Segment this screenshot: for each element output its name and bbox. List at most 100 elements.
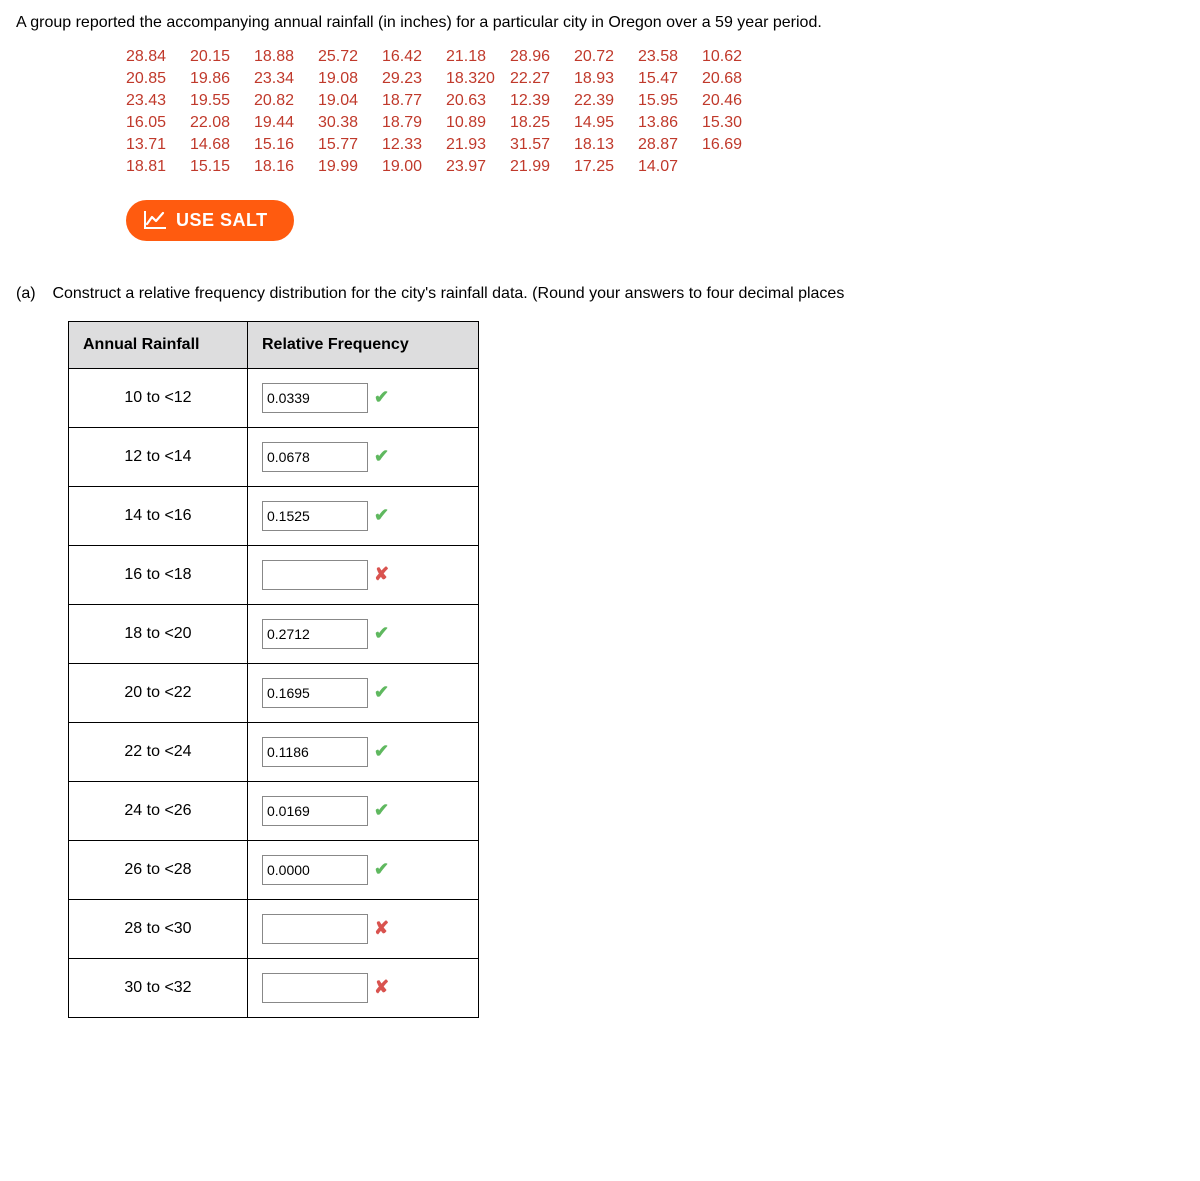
- col-header-freq: Relative Frequency: [248, 321, 479, 368]
- rainfall-value: 15.30: [702, 112, 766, 134]
- rainfall-value: 16.42: [382, 46, 446, 68]
- problem-prompt: A group reported the accompanying annual…: [16, 12, 1184, 34]
- relative-frequency-input[interactable]: [262, 560, 368, 590]
- rainfall-value: 20.68: [702, 68, 766, 90]
- range-cell: 22 to <24: [69, 722, 248, 781]
- rainfall-value: 19.99: [318, 156, 382, 178]
- relative-frequency-input[interactable]: [262, 737, 368, 767]
- check-icon: ✔: [374, 682, 389, 703]
- rainfall-value: 19.44: [254, 112, 318, 134]
- rainfall-value: 21.93: [446, 134, 510, 156]
- range-cell: 28 to <30: [69, 899, 248, 958]
- value-cell: ✘: [248, 958, 479, 1017]
- relative-frequency-input[interactable]: [262, 442, 368, 472]
- relative-frequency-input[interactable]: [262, 973, 368, 1003]
- part-a-label: (a): [16, 285, 48, 303]
- rainfall-value: 14.68: [190, 134, 254, 156]
- rainfall-value: 13.71: [126, 134, 190, 156]
- rainfall-value: 14.07: [638, 156, 702, 178]
- rainfall-value: 20.46: [702, 90, 766, 112]
- range-cell: 14 to <16: [69, 486, 248, 545]
- check-icon: ✔: [374, 623, 389, 644]
- rainfall-value: 18.13: [574, 134, 638, 156]
- rainfall-value: 12.33: [382, 134, 446, 156]
- range-cell: 30 to <32: [69, 958, 248, 1017]
- rainfall-value: 21.18: [446, 46, 510, 68]
- rainfall-value: 28.96: [510, 46, 574, 68]
- table-row: 18 to <20 ✔: [69, 604, 479, 663]
- rainfall-value: 25.72: [318, 46, 382, 68]
- value-cell: ✘: [248, 545, 479, 604]
- range-cell: 18 to <20: [69, 604, 248, 663]
- range-cell: 16 to <18: [69, 545, 248, 604]
- relative-frequency-input[interactable]: [262, 619, 368, 649]
- table-row: 30 to <32✘: [69, 958, 479, 1017]
- rainfall-value: 15.15: [190, 156, 254, 178]
- rainfall-value: 31.57: [510, 134, 574, 156]
- part-a-row: (a) Construct a relative frequency distr…: [16, 285, 1184, 303]
- rainfall-value: 19.00: [382, 156, 446, 178]
- rainfall-value: 10.89: [446, 112, 510, 134]
- relative-frequency-input[interactable]: [262, 501, 368, 531]
- chart-icon: [144, 211, 166, 229]
- rainfall-value: 20.85: [126, 68, 190, 90]
- check-icon: ✔: [374, 800, 389, 821]
- rainfall-value: 22.39: [574, 90, 638, 112]
- table-row: 20 to <22 ✔: [69, 663, 479, 722]
- rainfall-value: 21.99: [510, 156, 574, 178]
- use-salt-label: USE SALT: [176, 210, 268, 231]
- range-cell: 26 to <28: [69, 840, 248, 899]
- check-icon: ✔: [374, 387, 389, 408]
- relative-frequency-input[interactable]: [262, 678, 368, 708]
- rainfall-value: 18.93: [574, 68, 638, 90]
- relative-frequency-input[interactable]: [262, 383, 368, 413]
- rainfall-value: 10.62: [702, 46, 766, 68]
- rainfall-value: 15.95: [638, 90, 702, 112]
- value-cell: ✔: [248, 663, 479, 722]
- rainfall-value: 18.88: [254, 46, 318, 68]
- cross-icon: ✘: [374, 918, 389, 939]
- rainfall-value: 22.08: [190, 112, 254, 134]
- relative-frequency-input[interactable]: [262, 796, 368, 826]
- range-cell: 12 to <14: [69, 427, 248, 486]
- rainfall-value: 22.27: [510, 68, 574, 90]
- range-cell: 24 to <26: [69, 781, 248, 840]
- check-icon: ✔: [374, 505, 389, 526]
- rainfall-data-grid: 28.8420.1518.8825.7216.4221.1828.9620.72…: [126, 46, 766, 178]
- rainfall-value: 20.82: [254, 90, 318, 112]
- rainfall-value: 18.320: [446, 68, 510, 90]
- rainfall-value: 19.55: [190, 90, 254, 112]
- table-row: 12 to <14 ✔: [69, 427, 479, 486]
- table-row: 14 to <16 ✔: [69, 486, 479, 545]
- value-cell: ✔: [248, 722, 479, 781]
- table-row: 16 to <18✘: [69, 545, 479, 604]
- rainfall-value: 16.05: [126, 112, 190, 134]
- rainfall-value: 14.95: [574, 112, 638, 134]
- rainfall-value: 20.63: [446, 90, 510, 112]
- rainfall-value: 23.43: [126, 90, 190, 112]
- rainfall-value: [702, 156, 766, 178]
- relative-frequency-input[interactable]: [262, 914, 368, 944]
- rainfall-value: 15.16: [254, 134, 318, 156]
- rainfall-value: 28.84: [126, 46, 190, 68]
- value-cell: ✔: [248, 427, 479, 486]
- rainfall-value: 16.69: [702, 134, 766, 156]
- use-salt-button[interactable]: USE SALT: [126, 200, 294, 241]
- relative-frequency-input[interactable]: [262, 855, 368, 885]
- value-cell: ✔: [248, 781, 479, 840]
- rainfall-value: 19.04: [318, 90, 382, 112]
- rainfall-value: 23.34: [254, 68, 318, 90]
- rainfall-value: 29.23: [382, 68, 446, 90]
- range-cell: 20 to <22: [69, 663, 248, 722]
- rainfall-value: 17.25: [574, 156, 638, 178]
- value-cell: ✔: [248, 840, 479, 899]
- rainfall-value: 23.97: [446, 156, 510, 178]
- table-row: 10 to <12 ✔: [69, 368, 479, 427]
- check-icon: ✔: [374, 446, 389, 467]
- rainfall-value: 18.81: [126, 156, 190, 178]
- value-cell: ✘: [248, 899, 479, 958]
- check-icon: ✔: [374, 741, 389, 762]
- rainfall-value: 15.47: [638, 68, 702, 90]
- range-cell: 10 to <12: [69, 368, 248, 427]
- rainfall-value: 19.86: [190, 68, 254, 90]
